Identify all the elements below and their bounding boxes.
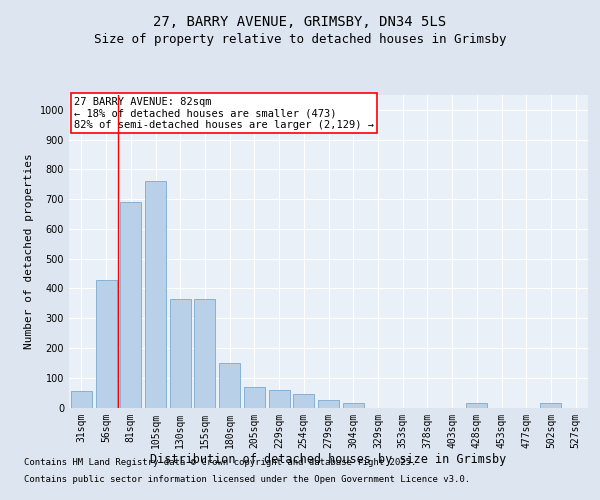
Bar <box>120 202 141 408</box>
X-axis label: Distribution of detached houses by size in Grimsby: Distribution of detached houses by size … <box>151 453 506 466</box>
Bar <box>219 363 240 408</box>
Text: Size of property relative to detached houses in Grimsby: Size of property relative to detached ho… <box>94 34 506 46</box>
Bar <box>269 390 290 407</box>
Text: 27 BARRY AVENUE: 82sqm
← 18% of detached houses are smaller (473)
82% of semi-de: 27 BARRY AVENUE: 82sqm ← 18% of detached… <box>74 96 374 130</box>
Bar <box>244 386 265 407</box>
Bar <box>343 403 364 407</box>
Bar <box>170 299 191 408</box>
Bar <box>466 403 487 407</box>
Text: 27, BARRY AVENUE, GRIMSBY, DN34 5LS: 27, BARRY AVENUE, GRIMSBY, DN34 5LS <box>154 16 446 30</box>
Bar <box>71 391 92 407</box>
Text: Contains HM Land Registry data © Crown copyright and database right 2025.: Contains HM Land Registry data © Crown c… <box>24 458 416 467</box>
Bar <box>145 182 166 408</box>
Bar <box>293 394 314 407</box>
Bar <box>318 400 339 407</box>
Bar <box>541 403 562 407</box>
Bar <box>194 299 215 408</box>
Bar <box>95 280 116 407</box>
Y-axis label: Number of detached properties: Number of detached properties <box>24 154 34 349</box>
Text: Contains public sector information licensed under the Open Government Licence v3: Contains public sector information licen… <box>24 476 470 484</box>
